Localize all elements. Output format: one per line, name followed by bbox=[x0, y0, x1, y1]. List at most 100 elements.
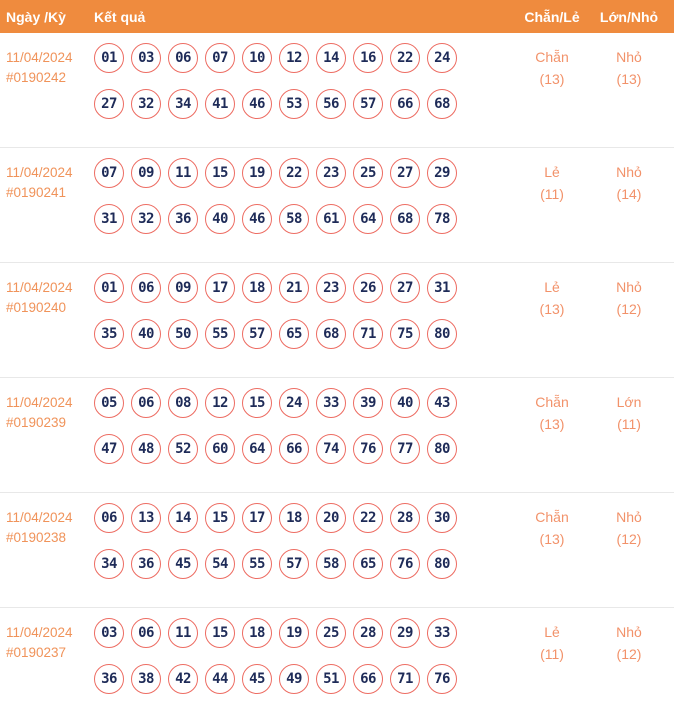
number-ball: 28 bbox=[353, 618, 383, 648]
number-ball: 10 bbox=[242, 43, 272, 73]
number-ball: 19 bbox=[279, 618, 309, 648]
balls-line-2: 35 40 50 55 57 65 68 71 75 80 bbox=[94, 319, 512, 349]
number-ball: 60 bbox=[205, 434, 235, 464]
number-ball: 61 bbox=[316, 204, 346, 234]
number-ball: 41 bbox=[205, 89, 235, 119]
number-ball: 58 bbox=[279, 204, 309, 234]
size-count: (14) bbox=[616, 186, 642, 202]
number-ball: 22 bbox=[279, 158, 309, 188]
number-ball: 40 bbox=[205, 204, 235, 234]
number-ball: 45 bbox=[168, 549, 198, 579]
number-ball: 24 bbox=[279, 388, 309, 418]
number-ball: 05 bbox=[94, 388, 124, 418]
row-date: 11/04/2024 bbox=[6, 50, 73, 65]
number-ball: 07 bbox=[94, 158, 124, 188]
size-value: Nhỏ bbox=[616, 509, 642, 525]
number-ball: 58 bbox=[316, 549, 346, 579]
number-ball: 80 bbox=[427, 319, 457, 349]
number-ball: 51 bbox=[316, 664, 346, 694]
draw-date-block: 11/04/2024 #0190242 bbox=[6, 43, 94, 88]
row-draw-id: #0190241 bbox=[6, 185, 67, 200]
number-ball: 49 bbox=[279, 664, 309, 694]
row-draw-id: #0190240 bbox=[6, 300, 67, 315]
parity-stat-block: Chẵn (13) bbox=[512, 43, 592, 90]
number-ball: 16 bbox=[353, 43, 383, 73]
number-ball: 66 bbox=[353, 664, 383, 694]
number-ball: 17 bbox=[242, 503, 272, 533]
number-ball: 24 bbox=[427, 43, 457, 73]
number-ball: 52 bbox=[168, 434, 198, 464]
size-stat-block: Nhỏ (12) bbox=[592, 273, 666, 320]
number-ball: 14 bbox=[168, 503, 198, 533]
parity-value: Lẻ bbox=[544, 279, 560, 295]
result-row: 11/04/2024 #0190238 06 13 14 15 17 18 20 22 28 30… bbox=[0, 493, 674, 608]
size-stat-block: Lớn (11) bbox=[592, 388, 666, 435]
number-ball: 71 bbox=[390, 664, 420, 694]
number-ball: 57 bbox=[279, 549, 309, 579]
draw-date-block: 11/04/2024 #0190237 bbox=[6, 618, 94, 663]
parity-stat-block: Lẻ (11) bbox=[512, 158, 592, 205]
number-ball: 01 bbox=[94, 43, 124, 73]
number-ball: 12 bbox=[205, 388, 235, 418]
number-ball: 09 bbox=[168, 273, 198, 303]
number-ball: 68 bbox=[316, 319, 346, 349]
number-ball: 29 bbox=[427, 158, 457, 188]
draw-date-block: 11/04/2024 #0190241 bbox=[6, 158, 94, 203]
number-ball: 33 bbox=[427, 618, 457, 648]
draw-date-block: 11/04/2024 #0190239 bbox=[6, 388, 94, 433]
size-stat-block: Nhỏ (12) bbox=[592, 618, 666, 665]
size-count: (12) bbox=[616, 646, 642, 662]
number-ball: 26 bbox=[353, 273, 383, 303]
header-date-column: Ngày /Kỳ bbox=[6, 8, 66, 25]
number-ball: 28 bbox=[390, 503, 420, 533]
number-ball: 06 bbox=[131, 388, 161, 418]
number-ball: 15 bbox=[205, 503, 235, 533]
parity-count: (11) bbox=[540, 646, 564, 662]
number-ball: 01 bbox=[94, 273, 124, 303]
number-ball: 17 bbox=[205, 273, 235, 303]
row-draw-id: #0190242 bbox=[6, 70, 67, 85]
parity-count: (13) bbox=[539, 71, 565, 87]
number-ball: 11 bbox=[168, 158, 198, 188]
number-ball: 22 bbox=[390, 43, 420, 73]
balls-line-1: 01 03 06 07 10 12 14 16 22 24 bbox=[94, 43, 512, 73]
row-draw-id: #0190237 bbox=[6, 645, 67, 660]
number-ball: 23 bbox=[316, 273, 346, 303]
number-ball: 08 bbox=[168, 388, 198, 418]
number-ball: 11 bbox=[168, 618, 198, 648]
parity-stat-block: Chẵn (13) bbox=[512, 503, 592, 550]
number-ball: 55 bbox=[205, 319, 235, 349]
number-ball: 06 bbox=[94, 503, 124, 533]
balls-line-1: 06 13 14 15 17 18 20 22 28 30 bbox=[94, 503, 512, 533]
draw-numbers-block: 06 13 14 15 17 18 20 22 28 30 34 36 45 54 55 57 58 65 76 8… bbox=[94, 503, 512, 595]
balls-line-2: 27 32 34 41 46 53 56 57 66 68 bbox=[94, 89, 512, 119]
size-count: (12) bbox=[616, 531, 642, 547]
number-ball: 66 bbox=[390, 89, 420, 119]
parity-stat-block: Lẻ (13) bbox=[512, 273, 592, 320]
number-ball: 40 bbox=[390, 388, 420, 418]
number-ball: 06 bbox=[168, 43, 198, 73]
number-ball: 18 bbox=[242, 273, 272, 303]
result-row: 11/04/2024 #0190242 01 03 06 07 10 12 14 16 22 24… bbox=[0, 33, 674, 148]
number-ball: 19 bbox=[242, 158, 272, 188]
number-ball: 27 bbox=[94, 89, 124, 119]
number-ball: 09 bbox=[131, 158, 161, 188]
header-size-column: Lớn/Nhỏ bbox=[599, 8, 659, 25]
number-ball: 34 bbox=[168, 89, 198, 119]
balls-line-2: 36 38 42 44 45 49 51 66 71 76 bbox=[94, 664, 512, 694]
number-ball: 13 bbox=[131, 503, 161, 533]
row-date: 11/04/2024 bbox=[6, 165, 73, 180]
parity-value: Lẻ bbox=[544, 624, 560, 640]
balls-line-1: 01 06 09 17 18 21 23 26 27 31 bbox=[94, 273, 512, 303]
size-count: (11) bbox=[617, 416, 641, 432]
number-ball: 32 bbox=[131, 89, 161, 119]
result-row: 11/04/2024 #0190241 07 09 11 15 19 22 23 25 27 29… bbox=[0, 148, 674, 263]
number-ball: 23 bbox=[316, 158, 346, 188]
size-value: Lớn bbox=[616, 394, 642, 410]
size-stat-block: Nhỏ (14) bbox=[592, 158, 666, 205]
number-ball: 76 bbox=[427, 664, 457, 694]
number-ball: 48 bbox=[131, 434, 161, 464]
balls-line-1: 07 09 11 15 19 22 23 25 27 29 bbox=[94, 158, 512, 188]
number-ball: 68 bbox=[427, 89, 457, 119]
number-ball: 53 bbox=[279, 89, 309, 119]
